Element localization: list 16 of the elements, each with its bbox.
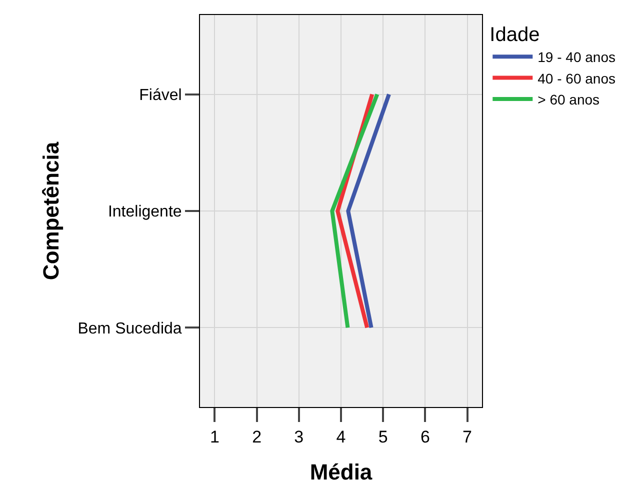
y-tick-label: Inteligente [108, 204, 182, 221]
x-axis-title: Média [310, 459, 373, 484]
x-tick-label: 3 [294, 427, 304, 446]
x-tick-label: 6 [420, 427, 430, 446]
y-tick-label: Bem Sucedida [78, 320, 182, 338]
legend-label: 19 - 40 anos [538, 49, 616, 66]
y-tick-label: Fiável [139, 86, 182, 104]
legend-label: 40 - 60 anos [538, 70, 616, 86]
x-tick-label: 1 [210, 427, 220, 446]
x-tick-label: 7 [462, 427, 472, 446]
legend-label: > 60 anos [538, 91, 600, 108]
y-axis-title: Competência [38, 141, 64, 280]
x-tick-label: 5 [378, 427, 388, 446]
x-tick-label: 4 [336, 427, 346, 446]
x-tick-label: 2 [252, 427, 262, 446]
legend-title: Idade [490, 24, 540, 46]
